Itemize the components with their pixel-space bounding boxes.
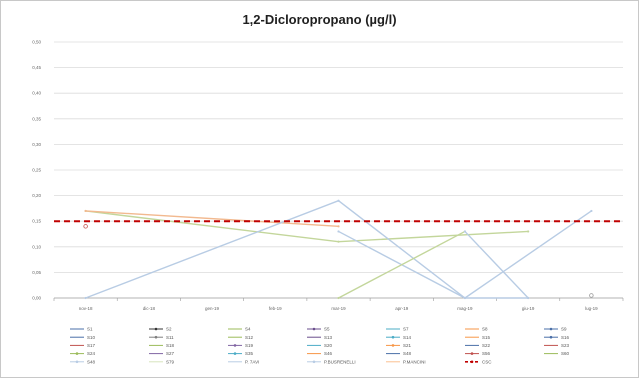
legend-label: S21 — [403, 343, 412, 348]
legend-marker — [470, 360, 474, 364]
legend-marker — [312, 327, 316, 331]
legend-marker — [470, 352, 474, 355]
legend-label: S15 — [482, 335, 491, 340]
data-point — [84, 296, 87, 300]
data-point — [590, 209, 593, 213]
x-tick-label: apr-19 — [395, 306, 409, 311]
legend-marker — [154, 327, 158, 331]
legend-label: S48 — [403, 351, 412, 356]
data-point — [337, 199, 340, 202]
data-point — [527, 296, 530, 300]
legend-marker — [75, 360, 79, 364]
series-line-s46 — [464, 230, 529, 299]
legend-label: S23 — [561, 343, 570, 348]
marker-point — [589, 293, 594, 298]
chart-title: 1,2-Dicloropropano (µg/l) — [242, 12, 397, 27]
legend-label: S8 — [482, 327, 488, 332]
y-tick-label: 0,40 — [32, 91, 41, 96]
legend-label: S10 — [87, 335, 96, 340]
legend-label: S24 — [87, 351, 96, 356]
legend-label: S5 — [324, 327, 330, 332]
y-tick-label: 0,10 — [32, 244, 41, 249]
y-tick-label: 0,00 — [32, 296, 41, 301]
legend-marker — [391, 335, 395, 339]
legend-marker — [549, 335, 553, 339]
legend-label: S7 — [403, 327, 409, 332]
legend-label: S46 — [324, 351, 333, 356]
x-tick-label: gen-19 — [205, 306, 220, 311]
x-tick-label: mar-19 — [331, 306, 346, 311]
y-tick-label: 0,50 — [32, 40, 41, 45]
legend-label: S18 — [166, 343, 175, 348]
legend-label: P.MANCINI — [403, 359, 426, 364]
legend-label: S17 — [87, 343, 96, 348]
legend-label: S60 — [561, 351, 570, 356]
legend-label: S20 — [324, 343, 333, 348]
x-tick-label: lug-19 — [585, 306, 598, 311]
data-point — [337, 230, 340, 233]
series-line-s35 — [338, 230, 466, 299]
series-line-s8 — [85, 210, 339, 228]
legend-label: S13 — [324, 335, 333, 340]
legend-label: S27 — [166, 351, 175, 356]
legend-label: CSC — [482, 359, 492, 364]
legend-marker — [75, 352, 79, 355]
series-line-s1 — [85, 199, 529, 299]
legend-label: P. 7AVI — [245, 359, 259, 364]
legend-marker — [233, 352, 237, 355]
legend-label: S2 — [166, 327, 172, 332]
legend-label: S16 — [561, 335, 570, 340]
legend-marker — [549, 327, 553, 331]
y-tick-label: 0,20 — [32, 193, 41, 198]
y-tick-label: 0,25 — [32, 168, 41, 173]
data-point — [84, 209, 87, 213]
legend-label: S22 — [482, 343, 491, 348]
series-line-s7 — [338, 210, 592, 299]
legend-label: S19 — [245, 343, 254, 348]
legend-label: S9 — [561, 327, 567, 332]
legend-marker — [312, 360, 316, 364]
y-tick-label: 0,15 — [32, 219, 41, 224]
y-tick-label: 0,35 — [32, 116, 41, 121]
data-point — [337, 240, 340, 243]
legend-label: S12 — [245, 335, 254, 340]
y-tick-label: 0,45 — [32, 65, 41, 70]
data-point — [527, 230, 530, 233]
legend-label: S48 — [87, 359, 96, 364]
y-tick-label: 0,05 — [32, 270, 41, 275]
x-tick-label: nov-18 — [79, 306, 93, 311]
legend-label: S56 — [482, 351, 491, 356]
legend-label: S79 — [166, 359, 175, 364]
legend-marker — [233, 344, 237, 347]
data-point — [337, 225, 340, 228]
x-tick-label: feb-19 — [269, 306, 282, 311]
legend-label: S4 — [245, 327, 251, 332]
x-tick-label: dic-18 — [143, 306, 156, 311]
legend-label: S1 — [87, 327, 93, 332]
x-tick-label: giu-19 — [522, 306, 535, 311]
legend-label: S14 — [403, 335, 412, 340]
legend-label: P.BUSRENELLI — [324, 359, 356, 364]
legend-marker — [391, 344, 395, 347]
data-point — [463, 230, 467, 233]
legend-marker — [154, 335, 158, 339]
legend-label: S35 — [245, 351, 254, 356]
y-tick-label: 0,30 — [32, 142, 41, 147]
data-point — [337, 296, 340, 300]
legend-label: S11 — [166, 335, 174, 340]
marker-point — [83, 224, 88, 229]
x-tick-label: mag-19 — [457, 306, 473, 311]
data-point — [463, 296, 467, 300]
